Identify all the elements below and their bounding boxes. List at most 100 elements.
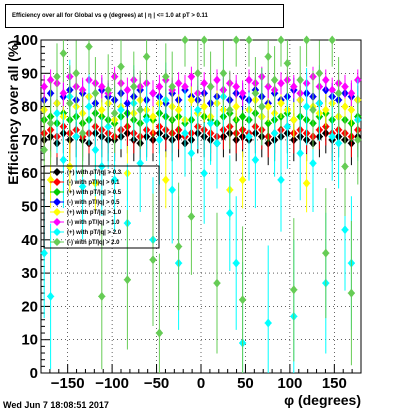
data-point [72,132,80,142]
data-point [277,35,285,45]
legend-marker [53,178,61,186]
data-point [207,82,215,92]
data-point [47,118,55,128]
data-point [328,132,336,142]
data-point [123,85,131,95]
legend-label: (-) with pT/|q| > 1.0 [67,220,120,226]
data-point [187,95,195,105]
legend-marker [53,218,61,226]
data-point [194,105,202,115]
data-point [66,98,74,108]
data-point [277,98,285,108]
data-point [200,78,208,88]
data-point [104,85,112,95]
data-point [79,128,87,138]
data-point [303,102,311,112]
legend-box [43,165,160,249]
data-point [59,48,67,58]
data-point [181,35,189,45]
data-point [283,58,291,68]
data-point [53,108,61,118]
data-point [40,248,48,258]
data-point [239,175,247,185]
data-point [303,35,311,45]
data-point [91,145,99,155]
data-point [168,82,176,92]
data-point [155,82,163,92]
data-point [232,258,240,268]
x-tick-label: −100 [95,375,129,392]
data-point [322,75,330,85]
data-point [309,105,317,115]
data-point [85,102,93,112]
data-point [66,162,74,172]
data-point [239,112,247,122]
legend-marker [53,228,61,236]
data-point [219,68,227,78]
data-point [149,88,157,98]
data-point [213,138,221,148]
data-point [239,88,247,98]
data-point [155,328,163,338]
data-point [181,128,189,138]
data-point [143,115,151,125]
legend-label: (+) with pT/|q| > 0.3 [67,170,122,176]
data-point [175,78,183,88]
data-point [232,35,240,45]
x-tick-label: 50 [237,375,254,392]
data-point [200,35,208,45]
data-point [136,105,144,115]
legend: (+) with pT/|q| > 0.3 (-) with pT/|q| > 0… [43,165,160,249]
data-point [162,72,170,82]
data-point [354,135,362,145]
data-point [98,162,106,172]
y-tick-label: 60 [21,165,38,182]
data-point [200,168,208,178]
data-point [341,82,349,92]
data-point [277,175,285,185]
data-point [277,78,285,88]
data-point [226,208,234,218]
data-point [315,68,323,78]
data-point [328,85,336,95]
data-point [187,148,195,158]
y-axis-title: Efficiency over all (%) [5,40,21,185]
legend-marker [53,238,61,246]
data-point [264,102,272,112]
data-point [322,248,330,258]
data-point [162,175,170,185]
data-point [155,135,163,145]
legend-marker [53,188,61,196]
data-point [194,68,202,78]
x-tick-label: 0 [197,375,205,392]
data-point [149,112,157,122]
data-point [213,278,221,288]
y-tick-label: 20 [21,298,38,315]
data-point [72,68,80,78]
data-point [181,82,189,92]
data-point [290,82,298,92]
data-point [168,185,176,195]
x-tick-label: 100 [277,375,302,392]
data-point [187,211,195,221]
y-tick-label: 10 [21,332,38,349]
data-point [232,102,240,112]
data-point [175,241,183,251]
data-point [98,291,106,301]
data-point [264,52,272,62]
data-point [53,72,61,82]
legend-marker [53,198,61,206]
y-tick-label: 80 [21,99,38,116]
data-point [232,82,240,92]
data-point [187,72,195,82]
data-point [59,155,67,165]
data-point [111,108,119,118]
data-point [296,148,304,158]
series-7 [40,35,362,373]
legend-marker [53,168,61,176]
y-tick-label: 50 [21,199,38,216]
data-point [296,75,304,85]
data-point [213,75,221,85]
data-point [79,182,87,192]
data-point [91,88,99,98]
